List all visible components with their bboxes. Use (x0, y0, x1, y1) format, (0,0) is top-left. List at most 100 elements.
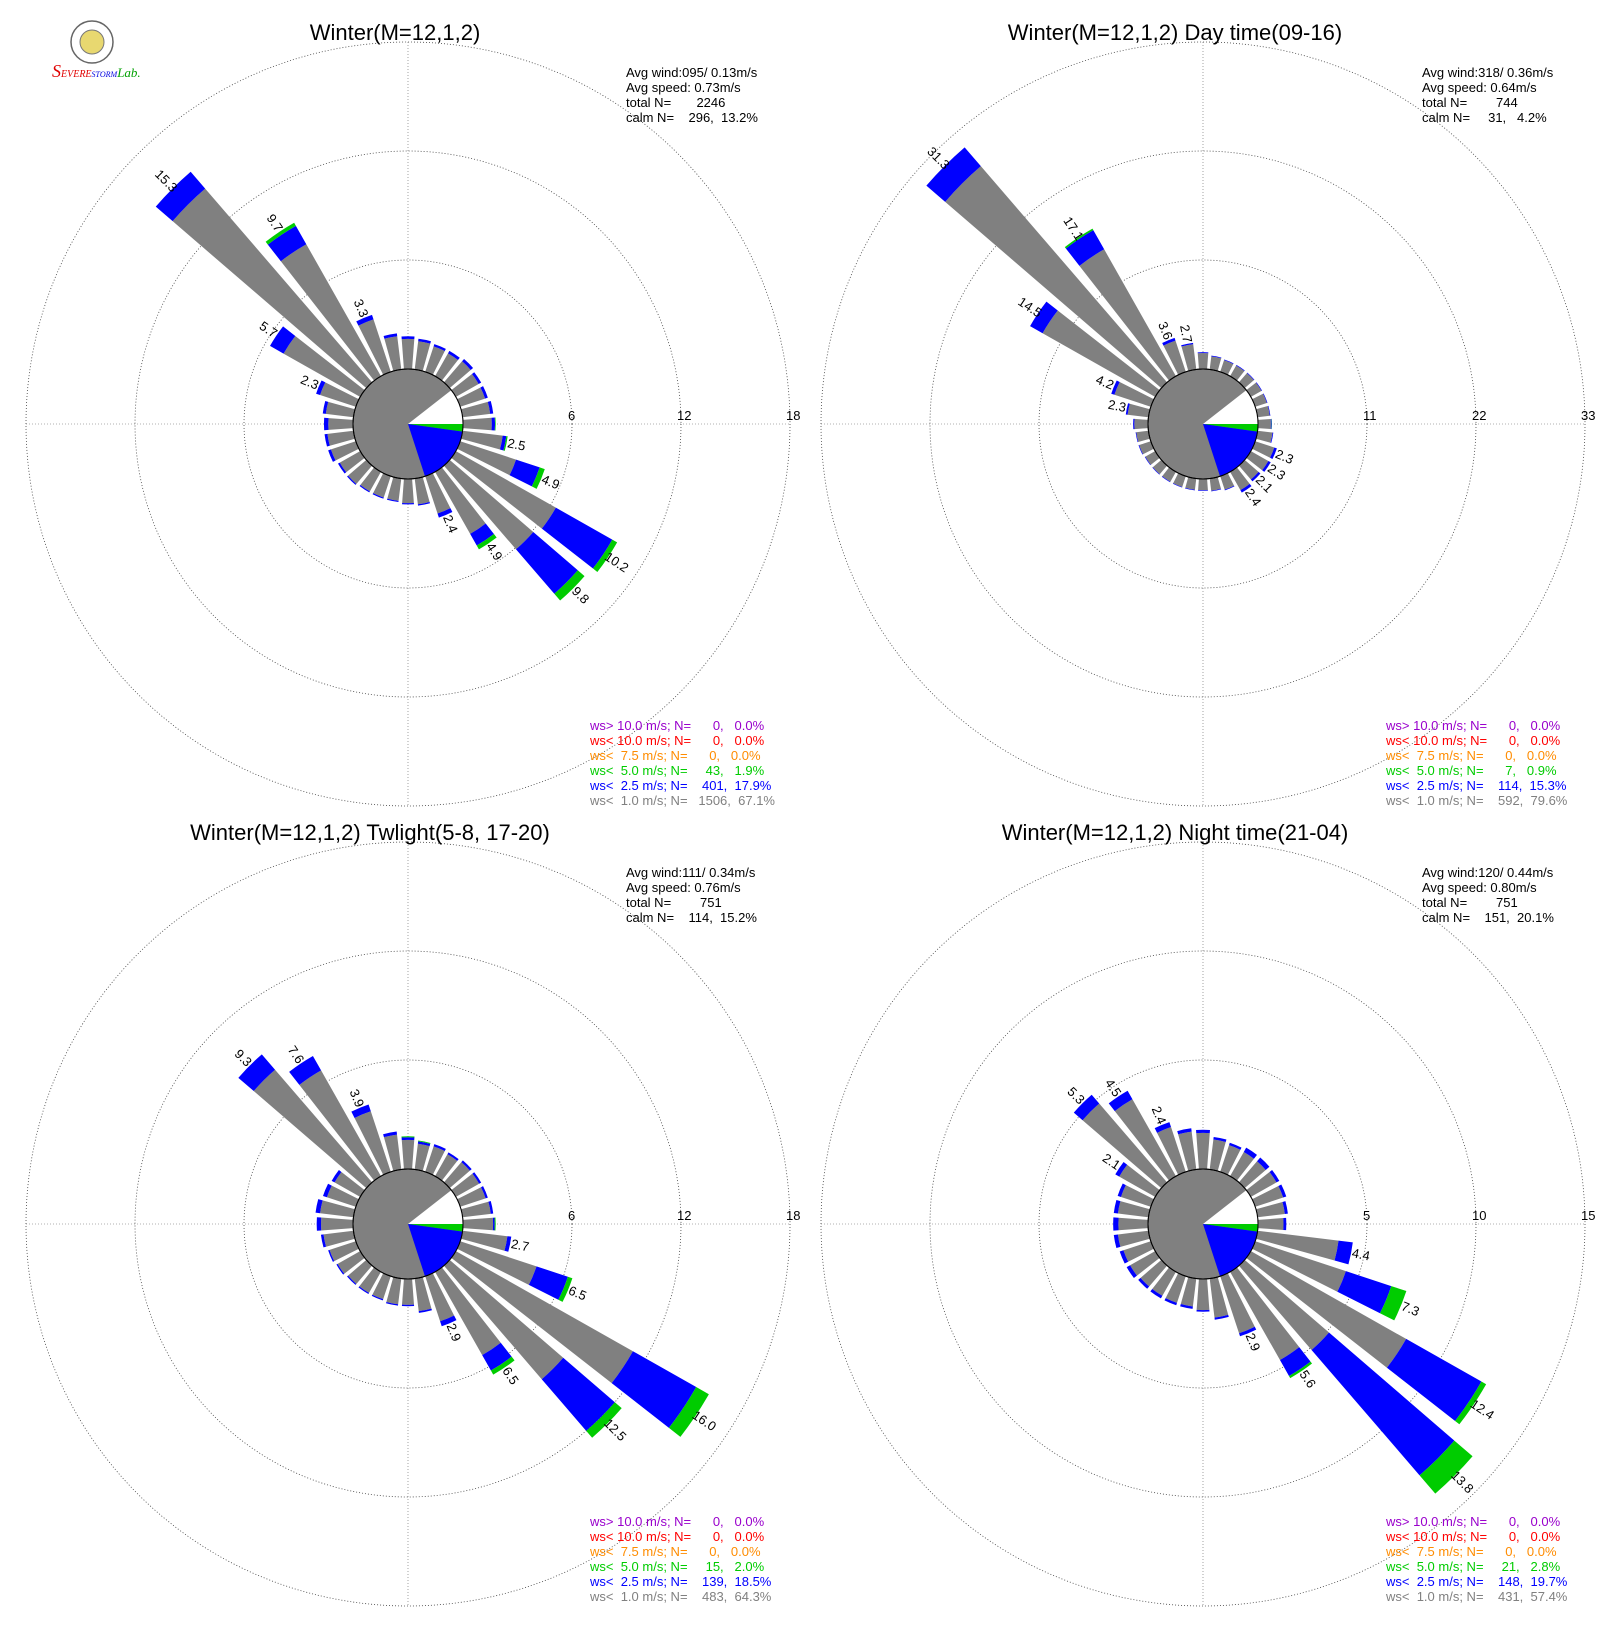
stat-avg-wind: Avg wind:120/ 0.44m/s (1422, 865, 1554, 880)
bar-value-label: 2.3 (299, 372, 321, 393)
bar-segment-lt-5 (558, 1276, 573, 1302)
logo-seal-inner-icon (79, 29, 105, 55)
bar-segment-lt-1 (1152, 1267, 1176, 1296)
direction-bar (1230, 1147, 1257, 1181)
bar-segment-lt-2-5 (1185, 487, 1195, 491)
bar-segment-lt-1 (1173, 473, 1186, 487)
bar-segment-lt-2-5 (337, 462, 347, 474)
bar-segment-lt-1 (1119, 1164, 1160, 1197)
direction-bar (1162, 337, 1186, 375)
direction-bar (425, 1273, 457, 1327)
ring-tick-label: 5 (1363, 1208, 1370, 1223)
bar-segment-lt-5 (265, 222, 296, 245)
bar-segment-lt-1 (1127, 403, 1151, 418)
bar-segment-lt-2-5 (471, 372, 482, 385)
logo-lab: Lab. (116, 65, 140, 80)
direction-bar (1161, 467, 1176, 483)
chart-title: Winter(M=12,1,2) Day time(09-16) (1008, 20, 1342, 45)
bar-segment-lt-1 (1209, 1139, 1226, 1172)
direction-bar (443, 1160, 472, 1189)
bar-segment-lt-1 (1220, 1273, 1255, 1334)
bar-segment-lt-2-5 (1154, 1122, 1172, 1133)
direction-bar (1238, 372, 1255, 389)
windrose-panel: 6 12 1815.39.75.73.32.32.54.910.29.84.92.4… (25, 20, 800, 808)
bar-segment-lt-1 (1114, 1099, 1176, 1181)
direction-bar (460, 401, 494, 418)
direction-bar (435, 350, 460, 381)
chart-title: Winter(M=12,1,2) (310, 20, 481, 45)
bar-segment-lt-5 (494, 417, 496, 431)
bar-segment-lt-2-5 (1278, 1184, 1287, 1198)
direction-bar (460, 1230, 512, 1252)
legend-entry: ws< 2.5 m/s; N= 148, 19.7% (1385, 1574, 1568, 1589)
direction-bar (1108, 1090, 1176, 1181)
calm-wedge-white (1203, 1190, 1258, 1224)
direction-bar (1230, 1267, 1313, 1379)
bar-segment-lt-2-5 (418, 338, 431, 344)
bar-segment-lt-2-5 (1126, 1265, 1137, 1278)
bar-segment-lt-1 (1255, 1201, 1285, 1218)
legend-entry: ws< 1.0 m/s; N= 1506, 67.1% (589, 793, 775, 808)
bar-segment-lt-2-5 (1236, 364, 1245, 372)
bar-segment-lt-5 (586, 1402, 622, 1438)
bar-segment-lt-2-5 (1164, 1298, 1177, 1306)
bar-segment-lt-1 (1042, 310, 1160, 397)
direction-bar (155, 171, 373, 389)
bar-segment-lt-1 (1178, 1131, 1197, 1172)
direction-bar (1220, 359, 1234, 375)
bar-segment-lt-2-5 (1138, 1277, 1150, 1289)
bar-segment-lt-2-5 (1111, 380, 1120, 395)
bar-segment-lt-2-5 (1246, 372, 1255, 381)
direction-bar (1152, 459, 1168, 475)
direction-bar (1246, 451, 1271, 472)
ring-tick-label: 22 (1472, 408, 1486, 423)
bar-segment-lt-2-5 (336, 1263, 345, 1275)
bar-segment-lt-2-5 (1214, 1314, 1229, 1320)
bar-segment-lt-1 (283, 335, 365, 397)
bar-segment-lt-5 (503, 436, 508, 451)
direction-bar (1180, 1276, 1197, 1309)
bar-segment-lt-2-5 (323, 417, 329, 431)
direction-bar (371, 1273, 391, 1301)
direction-bar (435, 1152, 459, 1181)
direction-bar (1246, 382, 1263, 397)
bar-segment-lt-1 (384, 336, 402, 372)
bar-segment-lt-1 (1230, 1151, 1254, 1181)
legend-entry: ws< 5.0 m/s; N= 43, 1.9% (589, 763, 765, 778)
direction-bar (401, 1278, 415, 1307)
bar-segment-lt-2-5 (440, 1315, 457, 1327)
direction-bar (1220, 1142, 1242, 1175)
bar-segment-lt-2-5 (926, 147, 981, 202)
bar-segment-lt-2-5 (1239, 1326, 1257, 1337)
direction-bar (1252, 441, 1277, 460)
bar-segment-lt-1 (451, 1251, 633, 1384)
direction-bar (425, 344, 446, 375)
bar-segment-lt-2-5 (417, 501, 430, 506)
bar-segment-lt-2-5 (1270, 432, 1274, 443)
calm-wedge-white (1203, 390, 1258, 424)
direction-bar (462, 417, 496, 431)
bar-segment-lt-2-5 (328, 1249, 335, 1262)
direction-bar (1113, 1199, 1151, 1218)
direction-bar (1220, 473, 1235, 491)
bar-segment-lt-1 (1120, 1185, 1154, 1207)
bar-segment-lt-1 (1185, 476, 1197, 490)
bar-segment-lt-2-5 (402, 502, 414, 505)
bar-segment-lt-1 (451, 374, 479, 397)
bar-segment-lt-2-5 (267, 225, 307, 262)
bar-segment-lt-2-5 (358, 1286, 370, 1295)
direction-bar (1220, 1273, 1257, 1337)
direction-bar (359, 467, 381, 493)
legend-entry: ws< 10.0 m/s; N= 0, 0.0% (589, 733, 765, 748)
bar-segment-lt-1 (1246, 1172, 1277, 1197)
bar-segment-lt-1 (1238, 1161, 1266, 1189)
bar-segment-lt-1 (462, 1217, 494, 1231)
bar-segment-lt-2-5 (1113, 1217, 1119, 1231)
direction-bar (460, 430, 508, 451)
bar-segment-lt-2-5 (1213, 1136, 1227, 1143)
bar-segment-lt-1 (1079, 249, 1176, 381)
bar-segment-lt-5 (668, 1387, 709, 1437)
bar-segment-lt-1 (383, 1134, 402, 1172)
bar-segment-lt-5 (1419, 1440, 1473, 1494)
calm-outline (1147, 368, 1259, 480)
